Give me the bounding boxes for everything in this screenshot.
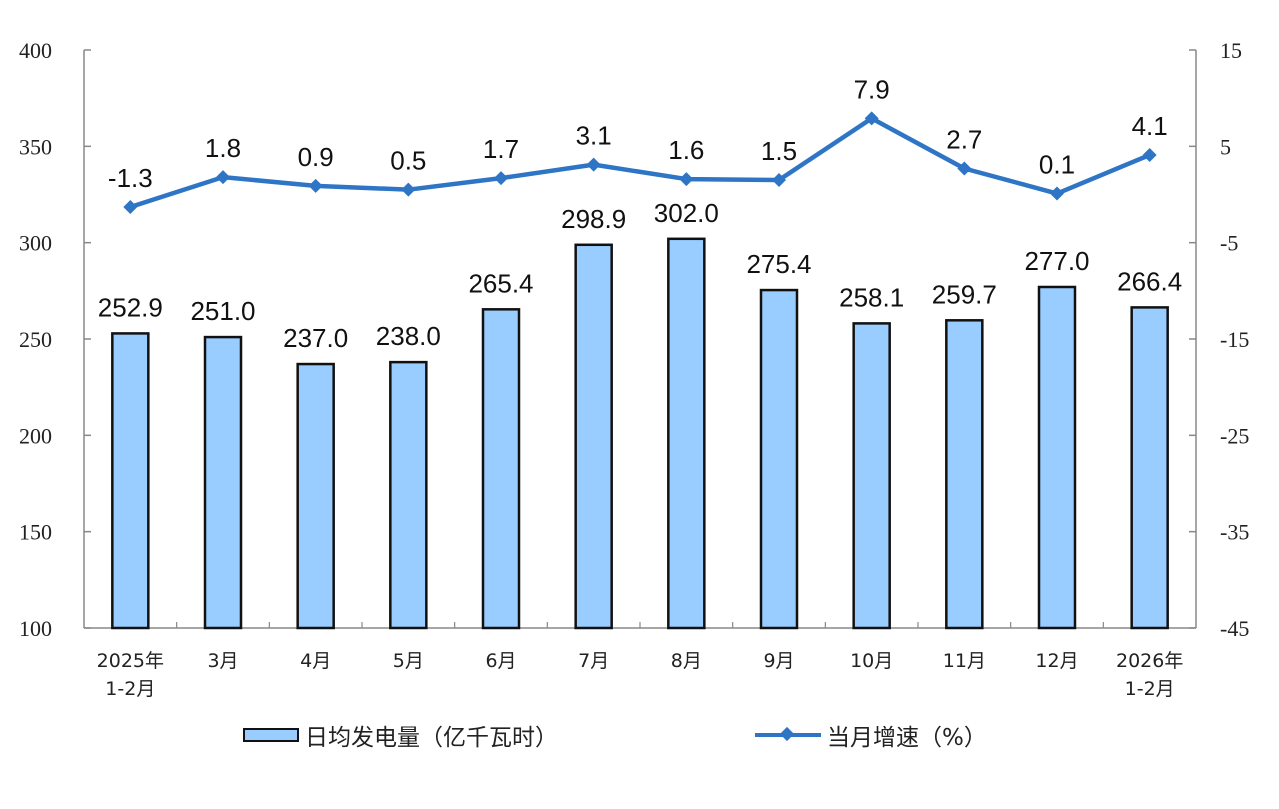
- bar: [667, 237, 706, 630]
- bar-value-label: 302.0: [654, 198, 719, 228]
- diamond-marker-icon: [1142, 148, 1157, 163]
- diamond-marker-icon: [864, 111, 879, 126]
- left-tick-label: 200: [19, 423, 52, 448]
- legend-label-bar: 日均发电量（亿千瓦时）: [305, 725, 558, 751]
- diamond-marker-icon: [772, 173, 786, 188]
- category-label: 8月: [671, 650, 702, 672]
- bar-value-label: 238.0: [376, 321, 441, 351]
- line-value-label: 4.1: [1132, 111, 1168, 141]
- bar: [1130, 306, 1169, 630]
- line-value-label: 7.9: [854, 74, 890, 104]
- bar-value-label: 237.0: [283, 323, 348, 353]
- legend-label-line: 当月增速（%）: [827, 725, 987, 751]
- line-value-label: 0.9: [298, 142, 334, 172]
- left-tick-label: 100: [19, 616, 52, 641]
- bar: [574, 243, 613, 630]
- category-label: 3月: [207, 650, 238, 672]
- legend-item-daily-generation: 日均发电量（亿千瓦时）: [243, 718, 558, 752]
- bar-swatch-icon: [243, 728, 299, 742]
- bar: [296, 362, 335, 630]
- diamond-marker-icon: [123, 200, 138, 215]
- bar-value-label: 275.4: [746, 249, 811, 279]
- legend-item-growth-rate: 当月增速（%）: [755, 718, 987, 752]
- category-label: 5月: [393, 650, 424, 672]
- bar-value-label: 266.4: [1117, 266, 1182, 296]
- bar: [945, 319, 984, 630]
- right-tick-label: -15: [1220, 327, 1249, 352]
- right-tick-label: -5: [1220, 231, 1238, 256]
- bar-value-label: 298.9: [561, 204, 626, 234]
- right-tick-label: -35: [1220, 520, 1249, 545]
- category-label: 1-2月: [105, 678, 155, 700]
- category-label: 6月: [485, 650, 516, 672]
- bar-value-label: 251.0: [190, 296, 255, 326]
- right-tick-label: 5: [1220, 134, 1231, 159]
- category-label: 9月: [763, 650, 794, 672]
- right-tick-label: -45: [1220, 616, 1249, 641]
- bar: [111, 332, 150, 630]
- category-label: 12月: [1035, 650, 1078, 672]
- line-value-label: 1.6: [668, 135, 704, 165]
- diamond-marker-icon: [401, 182, 416, 197]
- line-value-label: 0.1: [1039, 150, 1075, 180]
- left-tick-label: 300: [19, 231, 52, 256]
- left-tick-label: 350: [19, 134, 52, 159]
- category-label: 2026年: [1116, 650, 1183, 672]
- line-value-label: 2.7: [946, 124, 982, 154]
- diamond-marker-icon: [679, 172, 694, 187]
- bar-value-label: 277.0: [1024, 246, 1089, 276]
- diamond-marker-icon: [1050, 186, 1064, 201]
- line-value-label: 3.1: [576, 121, 612, 151]
- bar: [203, 335, 243, 630]
- category-label: 2025年: [97, 650, 164, 672]
- left-tick-label: 400: [19, 38, 52, 63]
- right-tick-label: 15: [1220, 38, 1242, 63]
- line-value-label: 1.5: [761, 136, 797, 166]
- bar: [389, 360, 428, 630]
- bar: [852, 322, 891, 630]
- line-diamond-swatch-icon: [755, 728, 821, 742]
- bar-value-label: 252.9: [98, 292, 163, 322]
- category-label: 10月: [850, 650, 893, 672]
- left-tick-label: 250: [19, 327, 52, 352]
- line-value-label: -1.3: [108, 163, 153, 193]
- diamond-marker-icon: [308, 178, 323, 193]
- bar-value-label: 265.4: [468, 268, 533, 298]
- growth-line: [129, 116, 1151, 210]
- bar: [759, 288, 799, 630]
- diamond-marker-icon: [216, 170, 230, 185]
- line-value-label: 1.8: [205, 133, 241, 163]
- diamond-marker-icon: [957, 161, 972, 176]
- line-value-label: 1.7: [483, 134, 519, 164]
- left-tick-label: 150: [19, 520, 52, 545]
- right-tick-label: -25: [1220, 423, 1249, 448]
- category-label: 4月: [300, 650, 331, 672]
- diamond-marker-icon: [586, 157, 601, 172]
- category-label: 7月: [578, 650, 609, 672]
- diamond-marker-icon: [494, 171, 508, 186]
- bar: [481, 308, 521, 630]
- bar-value-label: 258.1: [839, 282, 904, 312]
- bar-value-label: 259.7: [932, 279, 997, 309]
- category-label: 1-2月: [1125, 678, 1175, 700]
- bar: [1037, 285, 1077, 630]
- category-label: 11月: [943, 650, 986, 672]
- line-value-label: 0.5: [390, 146, 426, 176]
